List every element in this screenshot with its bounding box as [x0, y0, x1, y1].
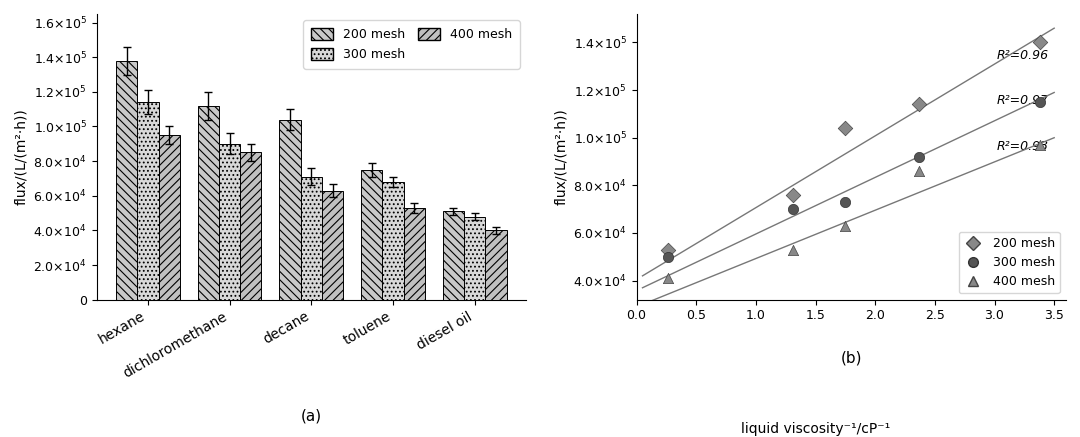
Point — [910, 101, 928, 108]
Text: R²=0.93: R²=0.93 — [997, 140, 1049, 153]
Legend: 200 mesh, 300 mesh, 400 mesh: 200 mesh, 300 mesh, 400 mesh — [303, 20, 519, 69]
Bar — [382, 182, 404, 300]
Y-axis label: flux/(L/(m²·h)): flux/(L/(m²·h)) — [14, 108, 28, 205]
Text: R²=0.96: R²=0.96 — [997, 49, 1049, 62]
Point — [659, 246, 676, 253]
Point — [659, 253, 676, 260]
Point — [910, 153, 928, 160]
Point — [1031, 142, 1049, 149]
Point — [837, 222, 854, 229]
Point — [784, 246, 801, 253]
X-axis label: (a): (a) — [300, 408, 322, 423]
Bar — [159, 135, 179, 300]
Point — [784, 206, 801, 213]
Point — [784, 191, 801, 198]
Bar — [322, 191, 343, 300]
Text: liquid viscosity⁻¹/cP⁻¹: liquid viscosity⁻¹/cP⁻¹ — [741, 422, 890, 436]
X-axis label: (b): (b) — [840, 350, 862, 365]
Bar — [219, 144, 240, 300]
Y-axis label: flux/(L/(m²·h)): flux/(L/(m²·h)) — [554, 108, 568, 205]
Point — [837, 125, 854, 132]
Bar — [198, 106, 219, 300]
Bar — [280, 120, 300, 300]
Bar — [137, 102, 159, 300]
Point — [659, 275, 676, 282]
Bar — [443, 212, 464, 300]
Bar — [464, 217, 485, 300]
Point — [837, 198, 854, 205]
Legend: 200 mesh, 300 mesh, 400 mesh: 200 mesh, 300 mesh, 400 mesh — [959, 232, 1059, 293]
Bar — [116, 61, 137, 300]
Point — [1031, 98, 1049, 105]
Bar — [240, 153, 261, 300]
Point — [1031, 39, 1049, 46]
Bar — [361, 170, 382, 300]
Bar — [300, 177, 322, 300]
Text: R²=0.97: R²=0.97 — [997, 94, 1049, 108]
Bar — [404, 208, 424, 300]
Bar — [485, 230, 507, 300]
Point — [910, 167, 928, 174]
